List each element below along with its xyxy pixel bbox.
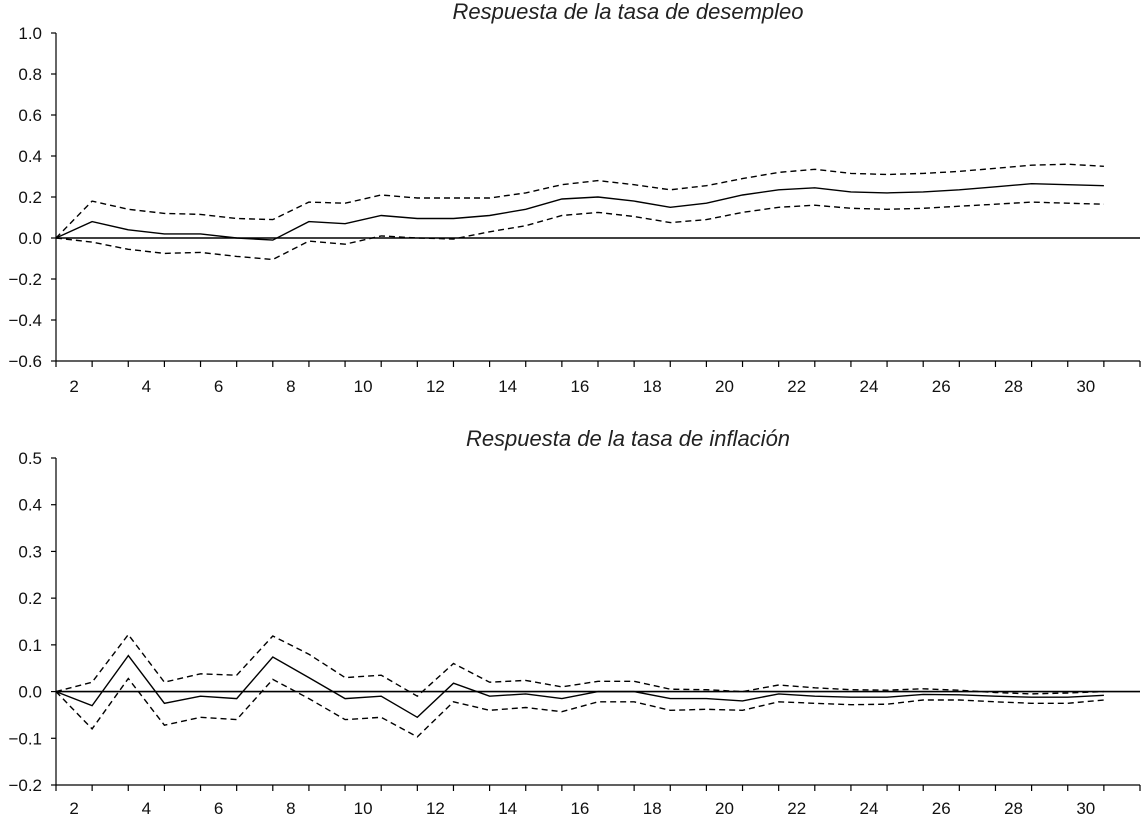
panel1-x-tick-label: 12 <box>426 377 445 396</box>
panel2-y-tick-label: 0.0 <box>18 683 42 702</box>
panel2-x-tick-label: 18 <box>643 799 662 816</box>
panel1-series-estimate <box>55 182 1104 241</box>
panel2-x-tick-label: 24 <box>860 799 879 816</box>
panel1-x-tick-label: 4 <box>142 377 151 396</box>
panel2-x-tick-label: 14 <box>498 799 517 816</box>
panel1-x-tick-label: 26 <box>932 377 951 396</box>
panel2-title: Respuesta de la tasa de inflación <box>466 426 790 451</box>
panel2-x-tick-label: 30 <box>1076 799 1095 816</box>
panel1-series-lower <box>55 201 1104 261</box>
panel2-x-tick-label: 20 <box>715 799 734 816</box>
panel1-y-tick-label: −0.4 <box>8 311 42 330</box>
panel1-x-tick-label: 30 <box>1076 377 1095 396</box>
panel1-x-tick-label: 14 <box>498 377 517 396</box>
panel2-x-tick-label: 8 <box>286 799 295 816</box>
panel2-x-tick-label: 16 <box>570 799 589 816</box>
panel1-y-tick-label: 0.6 <box>18 106 42 125</box>
panel1-y-tick-label: 0.0 <box>18 229 42 248</box>
panel2-x-tick-label: 2 <box>69 799 78 816</box>
panel2-series-upper <box>55 633 1104 698</box>
panel2-x-tick-label: 22 <box>787 799 806 816</box>
panel1-x-tick-label: 18 <box>643 377 662 396</box>
panel2-y-tick-label: 0.2 <box>18 589 42 608</box>
panel2-x-tick-label: 26 <box>932 799 951 816</box>
panel1-x-tick-label: 20 <box>715 377 734 396</box>
panel1-x-tick-label: 22 <box>787 377 806 396</box>
panel2-series-lower <box>55 677 1104 738</box>
panel2-y-tick-label: −0.1 <box>8 729 42 748</box>
panel1-x-tick-label: 6 <box>214 377 223 396</box>
panel1-x-tick-label: 2 <box>69 377 78 396</box>
panel2-x-tick-label: 28 <box>1004 799 1023 816</box>
panel2-x-tick-label: 12 <box>426 799 445 816</box>
panel2-series-estimate <box>55 654 1104 719</box>
panel2-y-tick-label: 0.5 <box>18 449 42 468</box>
panel2-x-tick-label: 6 <box>214 799 223 816</box>
panel1-x-tick-label: 28 <box>1004 377 1023 396</box>
panel1-x-tick-label: 24 <box>860 377 879 396</box>
panel1-y-tick-label: −0.6 <box>8 352 42 371</box>
panel2-y-tick-label: −0.2 <box>8 776 42 795</box>
panel2-y-tick-label: 0.4 <box>18 496 42 515</box>
panel1-y-tick-label: 0.8 <box>18 65 42 84</box>
panel1-y-tick-label: 0.4 <box>18 147 42 166</box>
panel1-y-tick-label: 0.2 <box>18 188 42 207</box>
panel1-title: Respuesta de la tasa de desempleo <box>452 0 803 24</box>
panel2-x-tick-label: 4 <box>142 799 151 816</box>
panel1-y-tick-label: 1.0 <box>18 24 42 43</box>
panel2-y-tick-label: 0.3 <box>18 542 42 561</box>
panel2-y-tick-label: 0.1 <box>18 636 42 655</box>
panel1-x-tick-label: 10 <box>354 377 373 396</box>
panel1-y-tick-label: −0.2 <box>8 270 42 289</box>
panel2-x-tick-label: 10 <box>354 799 373 816</box>
panel1-x-tick-label: 8 <box>286 377 295 396</box>
panel1-x-tick-label: 16 <box>570 377 589 396</box>
panel1-series-upper <box>55 163 1104 239</box>
